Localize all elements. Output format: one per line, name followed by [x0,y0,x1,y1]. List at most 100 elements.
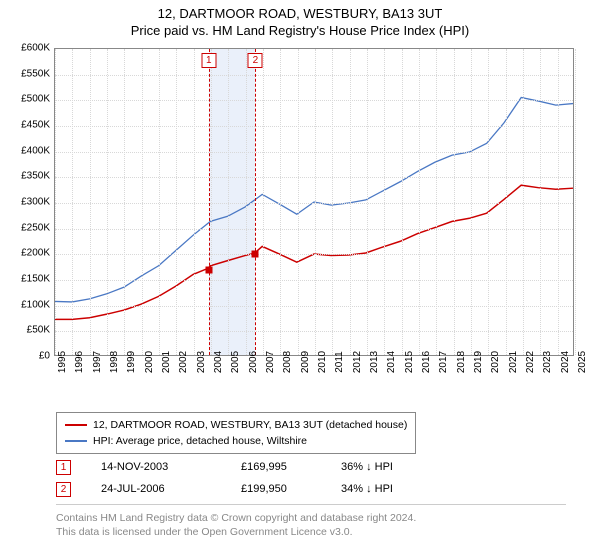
legend-swatch [65,440,87,442]
x-tick-label: 2025 [577,351,588,373]
footer: Contains HM Land Registry data © Crown c… [56,504,566,539]
y-tick-label: £500K [21,94,50,105]
gridline-h [55,331,573,332]
y-axis-labels: £0£50K£100K£150K£200K£250K£300K£350K£400… [10,48,52,356]
gridline-h [55,229,573,230]
gridline-h [55,254,573,255]
x-tick-label: 2003 [196,351,207,373]
x-tick-label: 1996 [74,351,85,373]
legend-label: 12, DARTMOOR ROAD, WESTBURY, BA13 3UT (d… [93,419,407,431]
x-tick-label: 1998 [109,351,120,373]
gridline-h [55,75,573,76]
sale-date: 14-NOV-2003 [101,461,211,473]
x-tick-label: 2017 [438,351,449,373]
y-tick-label: £100K [21,299,50,310]
sale-date: 24-JUL-2006 [101,483,211,495]
sale-price: £169,995 [241,461,311,473]
legend-label: HPI: Average price, detached house, Wilt… [93,435,307,447]
gridline-v [350,49,351,355]
gridline-v [315,49,316,355]
x-axis-labels: 1995199619971998199920002001200220032004… [54,360,574,404]
sale-marker-label: 1 [201,53,216,68]
y-tick-label: £300K [21,197,50,208]
sale-hpi: 34% ↓ HPI [341,483,421,495]
x-tick-label: 2008 [282,351,293,373]
y-tick-label: £0 [39,351,50,362]
sale-vline [255,49,256,355]
gridline-v [367,49,368,355]
sale-marker-label: 2 [248,53,263,68]
gridline-v [488,49,489,355]
gridline-v [107,49,108,355]
gridline-v [194,49,195,355]
gridline-v [246,49,247,355]
x-tick-label: 2009 [300,351,311,373]
sale-price: £199,950 [241,483,311,495]
gridline-v [72,49,73,355]
x-tick-label: 2010 [317,351,328,373]
sale-num-box: 2 [56,482,71,497]
y-tick-label: £150K [21,274,50,285]
sale-num-box: 1 [56,460,71,475]
gridline-v [90,49,91,355]
y-tick-label: £450K [21,120,50,131]
y-tick-label: £600K [21,43,50,54]
x-tick-label: 2016 [421,351,432,373]
gridline-v [55,49,56,355]
gridline-v [176,49,177,355]
gridline-v [124,49,125,355]
sale-point-marker [252,251,259,258]
x-tick-label: 2014 [386,351,397,373]
gridline-h [55,152,573,153]
x-tick-label: 2018 [456,351,467,373]
x-tick-label: 1999 [126,351,137,373]
x-tick-label: 2000 [144,351,155,373]
footer-line-2: This data is licensed under the Open Gov… [56,526,566,540]
gridline-v [454,49,455,355]
y-tick-label: £350K [21,171,50,182]
chart-svg [55,49,573,355]
chart-subtitle: Price paid vs. HM Land Registry's House … [0,23,600,38]
gridline-h [55,177,573,178]
gridline-v [506,49,507,355]
gridline-v [523,49,524,355]
x-tick-label: 2004 [213,351,224,373]
gridline-h [55,126,573,127]
series-line [55,97,573,301]
sales-table: 114-NOV-2003£169,99536% ↓ HPI224-JUL-200… [56,456,421,500]
sale-row: 114-NOV-2003£169,99536% ↓ HPI [56,456,421,478]
gridline-v [402,49,403,355]
y-tick-label: £550K [21,68,50,79]
gridline-v [332,49,333,355]
legend-row: 12, DARTMOOR ROAD, WESTBURY, BA13 3UT (d… [65,417,407,433]
x-tick-label: 2015 [404,351,415,373]
x-tick-label: 2019 [473,351,484,373]
gridline-v [263,49,264,355]
sale-row: 2 24-JUL-2006 £199,950 34% ↓ HPI [56,478,421,500]
gridline-v [436,49,437,355]
x-tick-label: 2021 [508,351,519,373]
chart-area: £0£50K£100K£150K£200K£250K£300K£350K£400… [10,44,578,404]
y-tick-label: £200K [21,248,50,259]
gridline-v [384,49,385,355]
gridline-v [419,49,420,355]
sale-vline [209,49,210,355]
x-tick-label: 2012 [352,351,363,373]
gridline-v [228,49,229,355]
gridline-v [298,49,299,355]
legend-row: HPI: Average price, detached house, Wilt… [65,433,407,449]
x-tick-label: 2005 [230,351,241,373]
x-tick-label: 2007 [265,351,276,373]
x-tick-label: 1997 [92,351,103,373]
x-tick-label: 2023 [542,351,553,373]
x-tick-label: 2022 [525,351,536,373]
series-line [55,185,573,319]
chart-container: 12, DARTMOOR ROAD, WESTBURY, BA13 3UT Pr… [0,0,600,560]
title-block: 12, DARTMOOR ROAD, WESTBURY, BA13 3UT Pr… [0,0,600,38]
y-tick-label: £250K [21,222,50,233]
gridline-h [55,306,573,307]
gridline-v [540,49,541,355]
gridline-v [575,49,576,355]
x-tick-label: 2024 [560,351,571,373]
gridline-v [471,49,472,355]
